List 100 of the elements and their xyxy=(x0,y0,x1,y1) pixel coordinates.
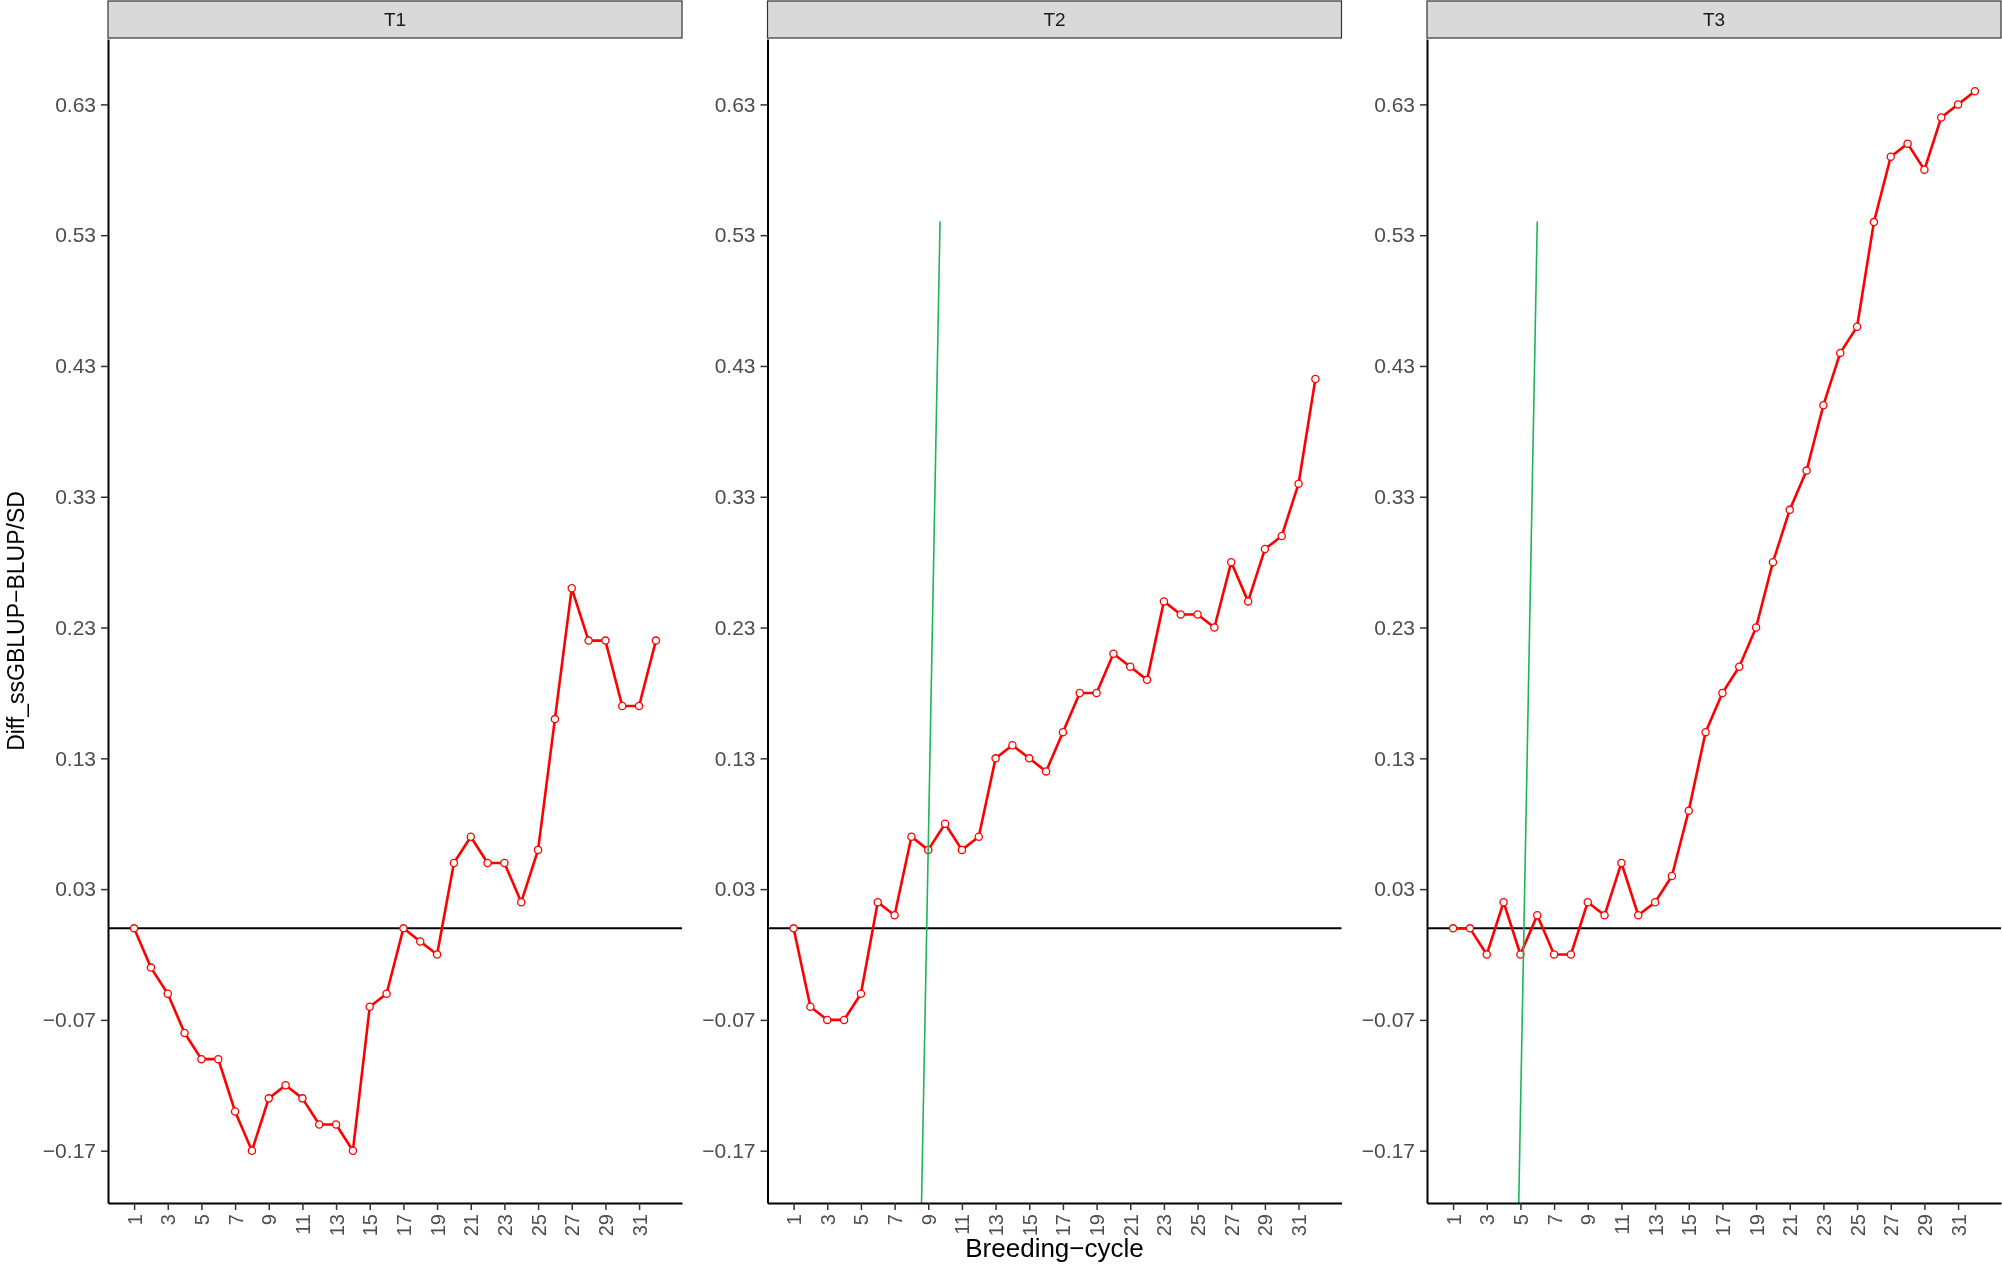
point xyxy=(789,924,798,933)
point xyxy=(1109,649,1118,658)
point xyxy=(1277,531,1286,541)
x-tick-label: 13 xyxy=(985,1214,1008,1237)
point xyxy=(1566,950,1576,959)
point xyxy=(856,989,866,998)
point xyxy=(1533,911,1542,920)
point xyxy=(1041,767,1051,776)
y-tick-label: 0.23 xyxy=(1374,615,1415,639)
x-tick-label: 25 xyxy=(1187,1214,1210,1237)
y-tick-label: 0.43 xyxy=(1374,354,1415,378)
point xyxy=(839,1015,849,1025)
point xyxy=(1718,688,1727,698)
x-tick-label: 15 xyxy=(359,1214,382,1237)
point xyxy=(1920,165,1929,175)
point xyxy=(806,1002,815,1012)
x-tick-label: 27 xyxy=(561,1214,584,1237)
point xyxy=(1852,322,1862,331)
point xyxy=(957,845,967,855)
point xyxy=(214,1054,223,1064)
y-tick-label: 0.43 xyxy=(55,354,96,378)
x-tick-label: 13 xyxy=(325,1214,348,1237)
point xyxy=(1819,400,1828,410)
y-tick-label: 0.53 xyxy=(55,223,96,247)
point xyxy=(1058,727,1068,737)
x-tick-label: 3 xyxy=(157,1214,180,1226)
point xyxy=(1751,623,1761,632)
x-tick-label: 7 xyxy=(884,1214,907,1226)
point xyxy=(315,1120,324,1129)
x-tick-label: 1 xyxy=(783,1214,806,1226)
point xyxy=(601,636,610,645)
point xyxy=(281,1081,290,1090)
x-tick-label: 29 xyxy=(1913,1214,1936,1237)
point xyxy=(1768,557,1778,567)
point xyxy=(264,1094,273,1103)
point xyxy=(449,858,459,868)
point xyxy=(247,1146,257,1155)
point xyxy=(1176,610,1185,619)
x-tick-label: 19 xyxy=(1086,1214,1109,1237)
point xyxy=(1159,597,1169,606)
x-tick-label: 9 xyxy=(258,1214,281,1226)
y-tick-label: 0.13 xyxy=(714,746,756,770)
y-tick-label: −0.07 xyxy=(702,1008,756,1032)
point xyxy=(399,924,408,933)
point xyxy=(1499,897,1508,907)
x-tick-label: 31 xyxy=(1288,1214,1311,1237)
y-tick-label: 0.53 xyxy=(1374,223,1415,247)
point xyxy=(1549,950,1559,959)
point xyxy=(1583,897,1592,907)
point xyxy=(1684,806,1693,815)
point xyxy=(1953,100,1963,109)
point xyxy=(1836,348,1845,358)
point xyxy=(651,636,661,645)
point xyxy=(1701,727,1710,737)
point xyxy=(567,584,576,593)
point xyxy=(890,911,899,920)
chart-title: T1 xyxy=(383,9,407,31)
x-tick-label: 21 xyxy=(1779,1214,1802,1237)
point xyxy=(230,1107,240,1116)
y-tick-label: 0.23 xyxy=(55,615,96,639)
point xyxy=(517,897,526,907)
point xyxy=(1516,950,1525,959)
y-tick-label: 0.13 xyxy=(55,746,96,770)
y-tick-label: 0.03 xyxy=(714,877,756,901)
point xyxy=(365,1002,374,1012)
point xyxy=(634,701,644,711)
point xyxy=(129,924,139,933)
point xyxy=(1617,858,1626,868)
y-tick-label: 0.13 xyxy=(1374,746,1415,770)
y-tick-label: 0.53 xyxy=(714,223,756,247)
point xyxy=(974,832,983,842)
x-tick-label: 3 xyxy=(1476,1214,1499,1226)
point xyxy=(617,701,627,711)
point xyxy=(1634,911,1643,920)
point xyxy=(1126,662,1135,672)
y-tick-label: 0.63 xyxy=(1374,92,1415,116)
x-tick-label: 9 xyxy=(1577,1214,1600,1226)
point xyxy=(1193,610,1202,619)
point xyxy=(1667,871,1677,881)
point xyxy=(991,754,1000,763)
y-tick-label: 0.03 xyxy=(55,877,96,901)
chart-title: T2 xyxy=(1043,9,1066,31)
y-tick-label: 0.33 xyxy=(714,484,756,508)
x-tick-label: 23 xyxy=(493,1214,516,1237)
point xyxy=(584,636,593,645)
y-tick-label: 0.43 xyxy=(714,354,756,378)
x-tick-label: 19 xyxy=(426,1214,449,1237)
y-tick-label: 0.63 xyxy=(714,92,756,116)
x-tick-label: 15 xyxy=(1678,1214,1701,1237)
x-tick-label: 27 xyxy=(1880,1214,1903,1237)
x-tick-label: 19 xyxy=(1745,1214,1768,1237)
x-tick-label: 7 xyxy=(1543,1214,1566,1226)
x-tick-label: 25 xyxy=(527,1214,550,1237)
point xyxy=(1970,87,1980,96)
point xyxy=(1294,479,1303,488)
y-tick-label: 0.33 xyxy=(1374,484,1415,508)
point xyxy=(432,950,442,959)
point xyxy=(466,832,475,842)
point xyxy=(907,832,916,842)
x-tick-label: 23 xyxy=(1812,1214,1835,1237)
